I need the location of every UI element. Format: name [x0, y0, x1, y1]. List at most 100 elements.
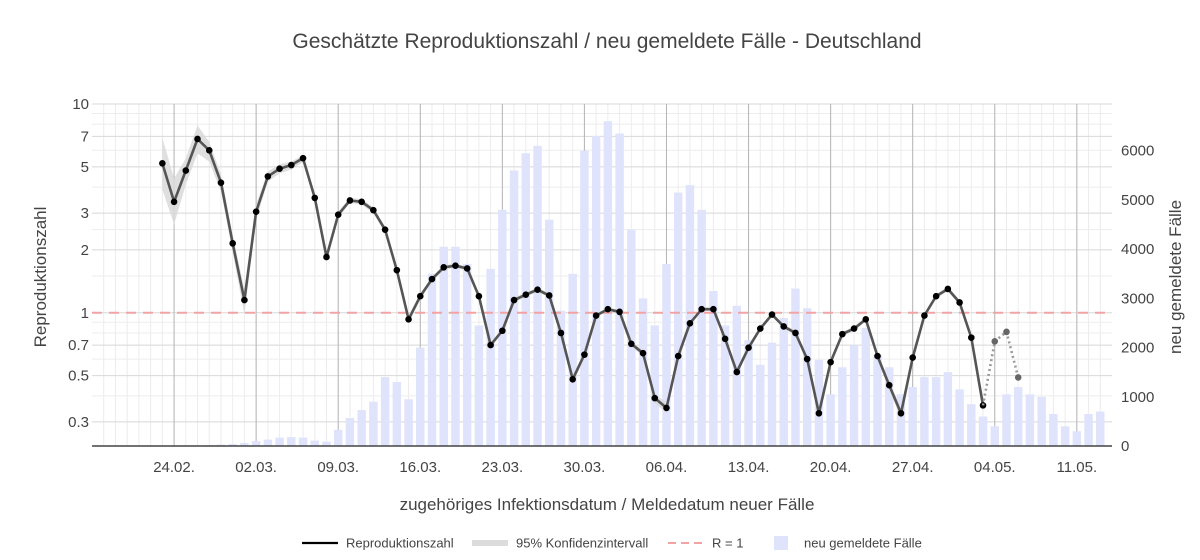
- case-bar: [673, 192, 683, 446]
- case-bar: [767, 342, 777, 446]
- r-point: [205, 147, 213, 154]
- case-bar: [802, 308, 812, 446]
- case-bar: [744, 340, 753, 446]
- y-tick-label: 0.5: [68, 368, 89, 385]
- case-bar: [580, 150, 589, 446]
- r-point: [803, 355, 811, 363]
- case-bar: [1013, 386, 1023, 446]
- r-point: [252, 208, 260, 215]
- x-tick-label: 04.05.: [974, 459, 1016, 476]
- r-point: [487, 341, 494, 349]
- r-provisional-point: [991, 337, 999, 345]
- case-bar: [955, 389, 964, 446]
- case-bar: [826, 394, 835, 446]
- case-bar: [720, 325, 730, 446]
- legend-label: neu gemeldete Fälle: [804, 536, 922, 551]
- r-point: [370, 206, 377, 214]
- r-point: [628, 340, 635, 348]
- case-bar: [978, 416, 988, 446]
- y-tick-label: 10: [72, 96, 89, 113]
- r-point: [510, 296, 518, 304]
- case-bar: [251, 441, 261, 446]
- r-point: [733, 368, 741, 376]
- case-bar: [310, 440, 319, 446]
- case-bar: [263, 439, 273, 446]
- r-point: [475, 292, 483, 300]
- r-point: [522, 291, 530, 299]
- x-tick-label: 27.04.: [892, 459, 934, 476]
- r-point: [170, 198, 178, 206]
- case-bar: [486, 268, 495, 446]
- r-point: [780, 323, 788, 330]
- r-point: [592, 312, 600, 319]
- r-point: [311, 194, 319, 202]
- x-tick-label: 06.04.: [646, 459, 688, 476]
- r-point: [815, 409, 823, 417]
- case-bar: [638, 298, 648, 446]
- x-tick-label: 11.05.: [1057, 459, 1098, 476]
- legend-swatch-bars: [774, 536, 788, 550]
- r-point: [334, 211, 342, 218]
- r-point: [839, 330, 846, 338]
- legend: Reproduktionszahl 95% Konfidenzintervall R…: [302, 536, 922, 551]
- case-bar: [333, 429, 343, 446]
- y2-tick-label: 1000: [1121, 389, 1154, 406]
- r-provisional-point: [1003, 328, 1010, 336]
- y-tick-label: 1: [81, 305, 89, 322]
- r-point: [944, 285, 952, 293]
- r-point: [862, 316, 870, 323]
- case-bar: [908, 386, 917, 446]
- r-point: [569, 375, 576, 383]
- r-point: [885, 381, 893, 389]
- case-bar: [556, 310, 566, 446]
- case-bar: [1084, 414, 1093, 446]
- y-axis-label: Reproduktionszahl: [31, 207, 50, 348]
- case-bar: [967, 404, 976, 446]
- case-bar: [545, 219, 554, 446]
- case-bar: [439, 246, 448, 446]
- x-tick-label: 23.03.: [481, 459, 523, 476]
- case-bar: [650, 325, 659, 446]
- x-tick-label: 02.03.: [235, 459, 277, 476]
- r-point: [217, 179, 225, 186]
- r-point: [159, 159, 166, 167]
- chart-title: Geschätzte Reproduktionszahl / neu gemel…: [292, 30, 921, 53]
- case-bar: [462, 263, 472, 446]
- axes: 24.02. 02.03. 09.03. 16.03. 23.03. 30.03. 06.0…: [68, 96, 1154, 476]
- case-bar: [920, 377, 929, 446]
- r-point: [616, 308, 623, 316]
- case-bar: [814, 359, 824, 446]
- case-bar: [427, 273, 437, 446]
- r-point: [850, 325, 858, 332]
- case-bar: [896, 394, 906, 446]
- y-tick-label: 5: [81, 159, 89, 176]
- case-bar: [591, 135, 601, 447]
- case-bar: [1060, 426, 1070, 446]
- case-bar: [697, 209, 706, 446]
- r-point: [674, 352, 682, 360]
- r-point: [241, 296, 248, 304]
- case-bar: [990, 426, 999, 446]
- r-point: [288, 161, 295, 169]
- case-bar: [287, 437, 296, 446]
- case-bar: [931, 377, 941, 446]
- y-tick-label: 0.3: [68, 414, 89, 431]
- x-tick-label: 30.03.: [564, 459, 606, 476]
- x-axis-label: zugehöriges Infektionsdatum / Meldedatum…: [400, 495, 815, 514]
- r-point: [745, 344, 752, 352]
- r-point: [968, 334, 975, 341]
- r-point: [897, 409, 905, 417]
- case-bar: [369, 401, 378, 446]
- r-point: [534, 286, 541, 293]
- r-point: [428, 275, 436, 283]
- r-point: [557, 329, 565, 337]
- case-bar: [416, 347, 425, 446]
- y2-tick-label: 4000: [1121, 241, 1154, 258]
- r-point: [545, 292, 553, 299]
- r-point: [956, 299, 963, 306]
- case-bar: [873, 354, 882, 446]
- r-point: [299, 154, 307, 162]
- y-tick-label: 2: [81, 242, 89, 259]
- r-line: [159, 135, 1022, 417]
